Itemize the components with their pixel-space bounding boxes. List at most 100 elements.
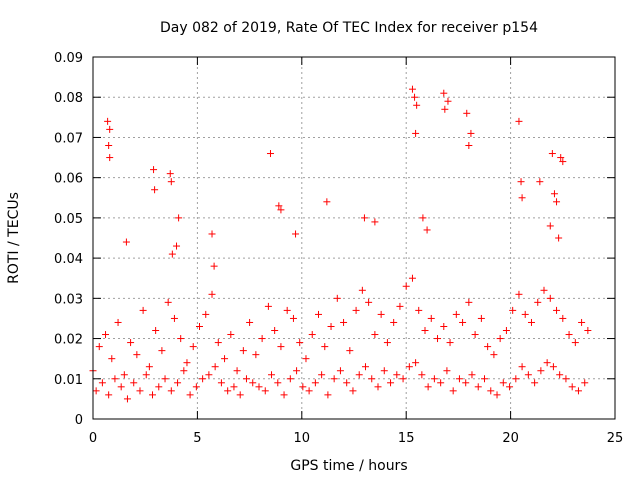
data-point [377,310,385,318]
data-point [527,318,535,326]
data-point [437,379,445,387]
data-point [318,371,326,379]
data-point [95,343,103,351]
data-point [518,194,526,202]
data-point [490,351,498,359]
data-point [550,190,558,198]
data-point [166,170,174,178]
data-point [549,363,557,371]
data-point [98,379,106,387]
y-axis-label: ROTI / TECUs [6,192,22,284]
x-tick-label: 0 [89,431,97,446]
data-point [399,375,407,383]
data-point [105,391,113,399]
data-point [127,339,135,347]
data-point [546,294,554,302]
data-point [130,379,138,387]
data-point [349,387,357,395]
data-point [496,335,504,343]
data-point [360,214,368,222]
data-point [584,327,592,335]
data-point [327,322,335,330]
y-tick-label: 0 [75,413,83,428]
data-point [275,202,283,210]
data-point [268,371,276,379]
data-point [92,387,100,395]
data-point [502,327,510,335]
data-point [365,298,373,306]
data-point [167,387,175,395]
data-point [149,391,157,399]
data-point [324,391,332,399]
data-point [249,379,257,387]
data-point [371,218,379,226]
data-point [258,335,266,343]
data-point [396,302,404,310]
data-point [242,375,250,383]
data-point [443,367,451,375]
data-point [481,375,488,383]
data-point [506,383,514,391]
data-point [236,391,244,399]
data-point [175,214,183,222]
data-point [355,371,363,379]
grid-layer [93,57,615,419]
data-point [419,214,427,222]
data-point [446,339,454,347]
data-point [358,286,366,294]
data-point [487,387,495,395]
data-point [543,359,551,367]
data-point [515,290,523,298]
data-point [415,306,423,314]
data-point [210,262,218,270]
data-point [408,85,416,93]
data-point [205,371,213,379]
y-tick-label: 0.07 [54,131,83,146]
data-point [430,375,438,383]
data-point [192,383,200,391]
data-point [208,290,216,298]
data-point [465,141,473,149]
data-point [289,314,297,322]
data-point [211,363,219,371]
data-point [361,363,369,371]
data-point [383,339,391,347]
data-point [142,371,150,379]
data-point [280,391,288,399]
data-point [540,286,548,294]
data-point [336,367,344,375]
y-tick-label: 0.03 [54,292,83,307]
data-point [424,383,432,391]
data-point [195,322,203,330]
data-point [571,339,579,347]
data-point [578,318,586,326]
data-point [177,335,185,343]
data-point [293,367,301,375]
data-point [133,351,141,359]
data-point [311,379,319,387]
data-point [252,351,260,359]
data-point [434,335,442,343]
data-point [106,125,114,133]
data-point [283,306,291,314]
x-tick-label: 25 [607,431,624,446]
data-point [374,383,382,391]
data-point [565,331,573,339]
data-point [266,150,274,158]
data-point [296,339,304,347]
data-point [484,343,492,351]
data-point [517,178,525,186]
data-point [468,371,476,379]
data-point [261,387,269,395]
data-point [152,327,160,335]
data-point [145,363,153,371]
data-point [315,310,323,318]
data-point [371,331,379,339]
data-point [393,371,401,379]
data-point [199,375,207,383]
data-point [568,383,576,391]
data-point [440,89,448,97]
data-point [108,355,116,363]
data-point [214,339,222,347]
